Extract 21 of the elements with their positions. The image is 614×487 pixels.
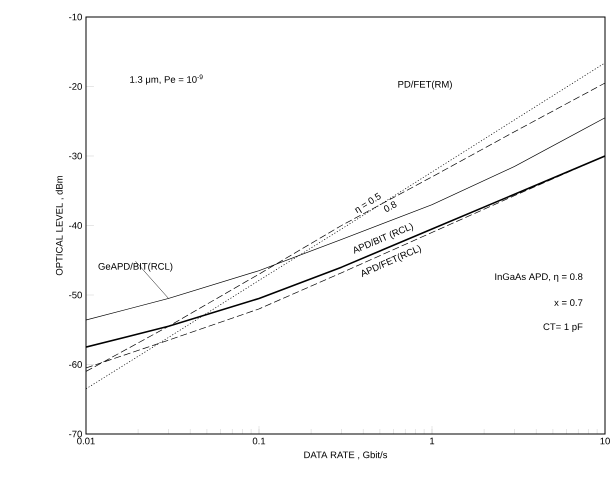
y-tick-label: -40 xyxy=(69,222,82,229)
text: η = 0.5 xyxy=(354,192,381,213)
y-tick-label: -70 xyxy=(69,430,82,438)
y-tick-label: -10 xyxy=(69,14,82,20)
x-tick-label: 0.1 xyxy=(252,438,266,444)
x-tick-label: 10 xyxy=(600,438,610,444)
annotation: CT= 1 pF xyxy=(544,323,582,332)
y-tick-label: -20 xyxy=(69,83,82,90)
annotation: x = 0.7 xyxy=(554,299,582,306)
y-tick-label: -30 xyxy=(69,152,82,160)
y-tick-label: -60 xyxy=(69,361,82,368)
annotation: PD/FET(RM) xyxy=(398,80,452,90)
text: GeAPD/BIT(RCL) xyxy=(98,262,172,272)
y-axis-title: OPTICAL LEVEL , dBm xyxy=(56,176,64,276)
x-tick-label: 0.01 xyxy=(77,438,95,444)
x-tick-label: 1 xyxy=(430,438,434,444)
y-tick-label: -50 xyxy=(69,292,82,298)
annotation: InGaAs APD, η = 0.8 xyxy=(495,273,582,282)
x-axis-title: DATA RATE , Gbit/s xyxy=(304,451,388,460)
annotation: 1.3 μm, Pe = 10$^{-9}$ xyxy=(130,74,203,85)
text: 0.8 xyxy=(384,201,397,212)
